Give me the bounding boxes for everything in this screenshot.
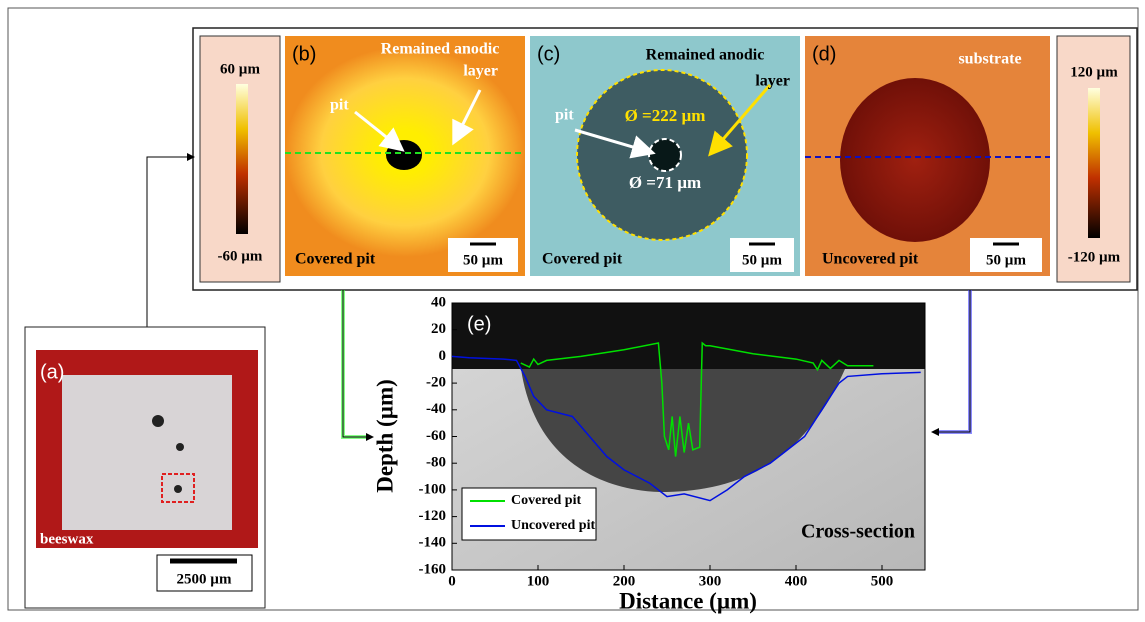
x-tick-label: 400 xyxy=(785,573,808,589)
panel-label: (b) xyxy=(292,43,316,65)
colorbar-min: -60 µm xyxy=(218,248,263,264)
x-tick-label: 500 xyxy=(871,573,894,589)
connector xyxy=(933,290,970,432)
y-tick-label: 20 xyxy=(431,321,446,337)
y-tick-label: -120 xyxy=(419,508,447,524)
connector xyxy=(343,290,372,437)
colorbar-min: -120 µm xyxy=(1068,249,1121,265)
colorbar xyxy=(236,84,248,234)
x-tick-label: 200 xyxy=(613,573,636,589)
colorbar xyxy=(1088,88,1100,238)
annotation: Remained anodic xyxy=(646,47,765,64)
y-axis-title: Depth (µm) xyxy=(372,379,397,493)
x-tick-label: 0 xyxy=(448,573,456,589)
pit-a xyxy=(174,485,182,493)
annotation: layer xyxy=(755,73,790,90)
annotation: beeswax xyxy=(40,531,94,547)
annotation: Ø =71 µm xyxy=(629,173,701,192)
connector-green xyxy=(343,290,370,437)
annotation: Remained anodic xyxy=(381,41,500,58)
annotation: substrate xyxy=(958,51,1021,68)
caption: Covered pit xyxy=(542,251,623,268)
legend-label: Covered pit xyxy=(511,493,581,508)
scale-text: 2500 µm xyxy=(177,571,232,587)
y-tick-label: -80 xyxy=(426,455,446,471)
pit-a xyxy=(152,415,164,427)
scale-text: 50 µm xyxy=(742,252,782,268)
annotation: pit xyxy=(555,107,574,124)
y-tick-label: -60 xyxy=(426,428,446,444)
x-axis-title: Distance (µm) xyxy=(619,588,757,613)
annotation: Cross-section xyxy=(801,521,915,543)
panel-label: (d) xyxy=(812,43,836,65)
pit-d xyxy=(840,78,990,242)
sample xyxy=(62,375,232,530)
annotation: Ø =222 µm xyxy=(625,106,706,125)
inner-circle xyxy=(649,139,681,171)
panel-label: (e) xyxy=(467,313,491,335)
caption: Covered pit xyxy=(295,251,376,268)
colorbar-max: 120 µm xyxy=(1070,64,1118,80)
annotation: layer xyxy=(463,63,498,80)
panel-label: (c) xyxy=(537,43,560,65)
scale-text: 50 µm xyxy=(463,252,503,268)
y-tick-label: -20 xyxy=(426,375,446,391)
sem-top xyxy=(452,303,925,369)
y-tick-label: -140 xyxy=(419,535,447,551)
x-tick-label: 300 xyxy=(699,573,722,589)
annotation: pit xyxy=(330,97,349,114)
y-tick-label: 0 xyxy=(439,348,447,364)
figure: 60 µm -60 µm (b) Remained anodic layer p… xyxy=(0,0,1145,617)
y-tick-label: 40 xyxy=(431,294,446,310)
y-tick-label: -40 xyxy=(426,401,446,417)
legend-label: Uncovered pit xyxy=(511,518,595,533)
scale-text: 50 µm xyxy=(986,252,1026,268)
colorbar-max: 60 µm xyxy=(220,61,260,77)
connector xyxy=(147,157,193,327)
pit-a xyxy=(176,443,184,451)
y-tick-label: -100 xyxy=(419,481,447,497)
y-tick-label: -160 xyxy=(419,561,447,577)
caption: Uncovered pit xyxy=(822,251,919,268)
x-tick-label: 100 xyxy=(527,573,550,589)
panel-label: (a) xyxy=(40,361,64,383)
connector-blue xyxy=(935,290,970,432)
pit-b xyxy=(386,140,422,170)
